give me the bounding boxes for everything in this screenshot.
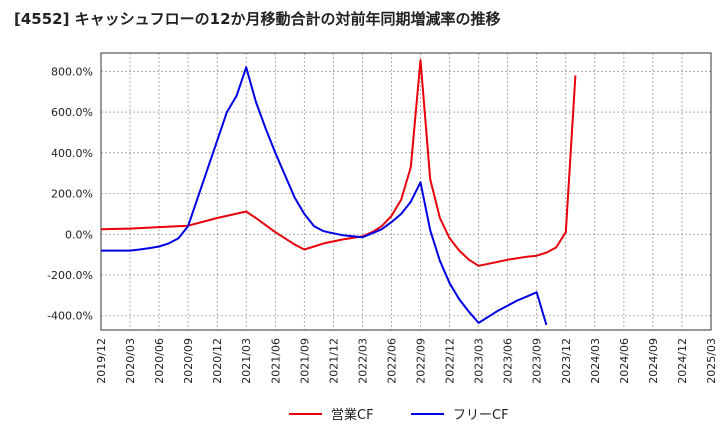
chart-title: [4552] キャッシュフローの12か月移動合計の対前年同期増減率の推移 (14, 10, 501, 28)
x-tick-label: 2022/06 (385, 338, 398, 384)
x-tick-label: 2021/06 (269, 338, 282, 384)
x-tick-label: 2023/06 (502, 338, 515, 384)
x-tick-label: 2022/09 (415, 338, 428, 384)
x-tick-label: 2021/12 (327, 338, 340, 384)
x-tick-label: 2024/06 (618, 338, 631, 384)
series-lines (100, 59, 577, 326)
x-tick-label: 2020/12 (211, 338, 224, 384)
series-line-1 (101, 66, 548, 326)
x-tick-label: 2024/03 (589, 338, 602, 384)
x-tick-label: 2025/03 (705, 338, 718, 384)
legend-label-1: フリーCF (453, 408, 509, 423)
x-tick-label: 2019/12 (95, 338, 108, 384)
y-tick-label: 800.0% (51, 65, 93, 78)
y-tick-label: 0.0% (65, 228, 93, 241)
y-tick-label: 600.0% (51, 106, 93, 119)
x-tick-label: 2020/06 (153, 338, 166, 384)
x-tick-label: 2020/09 (182, 338, 195, 384)
x-tick-label: 2020/03 (124, 338, 137, 384)
x-tick-label: 2021/09 (298, 338, 311, 384)
y-tick-label: -200.0% (47, 269, 93, 282)
x-tick-label: 2023/03 (473, 338, 486, 384)
y-tick-label: 400.0% (51, 147, 93, 160)
x-tick-label: 2024/12 (676, 338, 689, 384)
x-tick-label: 2023/12 (560, 338, 573, 384)
x-tick-label: 2021/03 (240, 338, 253, 384)
axes: 2019/12 2020/03 2020/06 2020/09 2020/12 2021/… (47, 52, 718, 384)
gridlines (100, 53, 712, 330)
legend-label-0: 営業CF (331, 407, 374, 423)
x-tick-label: 2022/03 (356, 338, 369, 384)
y-tick-label: -400.0% (47, 310, 93, 323)
x-tick-label: 2024/09 (647, 338, 660, 384)
series-line-0 (100, 59, 577, 267)
legend: 営業CF フリーCF (289, 407, 509, 423)
plot-frame (100, 52, 712, 331)
y-tick-label: 200.0% (51, 188, 93, 201)
x-tick-label: 2023/09 (531, 338, 544, 384)
x-tick-label: 2022/12 (444, 338, 457, 384)
